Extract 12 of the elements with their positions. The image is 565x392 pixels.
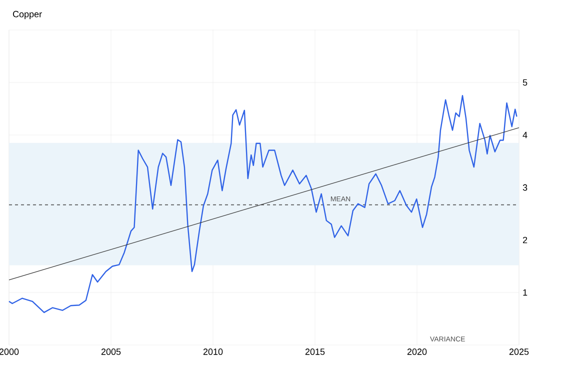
chart-title: Copper [12, 10, 42, 20]
x-tick-label: 2005 [101, 348, 121, 355]
x-tick-label: 2020 [407, 348, 427, 355]
y-tick-label: 5 [522, 79, 528, 86]
line-series [8, 95, 518, 314]
y-tick-label: 4 [522, 132, 528, 138]
y-tick-label: 2 [522, 236, 528, 244]
y-tick-label: 1 [523, 289, 528, 296]
x-tick-label: 2010 [203, 348, 223, 355]
x-tick-label: 2025 [509, 348, 529, 355]
x-tick-label: 2015 [305, 348, 325, 355]
y-tick-label: 3 [522, 184, 528, 191]
